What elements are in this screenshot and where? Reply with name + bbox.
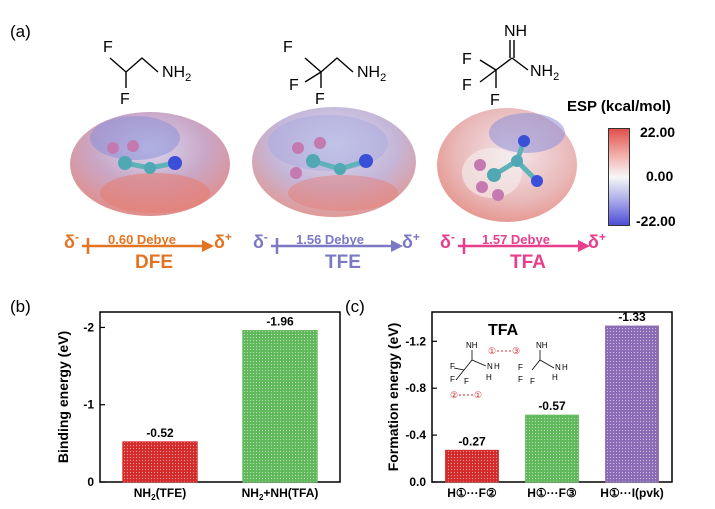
tfe-delta-minus: δ- <box>253 230 268 252</box>
svg-text:NH2: NH2 <box>530 63 559 83</box>
tfe-label: TFE <box>325 252 361 273</box>
b-ylabel: Binding energy (eV) <box>55 331 71 463</box>
svg-text:NH: NH <box>536 341 548 350</box>
c-ytick-label: -0.4 <box>405 428 426 442</box>
b-ytick-label: -1 <box>83 398 94 412</box>
c-value-label-2: -1.33 <box>618 310 646 324</box>
b-ytick-label: 0 <box>87 475 94 489</box>
tfe-amine-sub: 2 <box>380 72 386 84</box>
esp-tick-min: -22.00 <box>636 213 676 229</box>
tfe-f3: F <box>315 91 325 105</box>
tfe-f2: F <box>289 77 299 94</box>
b-category-label-1: NH2+NH(TFA) <box>242 486 319 502</box>
dfe-delta-plus: δ+ <box>214 230 232 252</box>
panel-b-label: (b) <box>10 297 31 316</box>
tfe-delta-plus: δ+ <box>402 230 420 252</box>
dfe-dipole-arrow <box>82 238 214 254</box>
tfe-amine: NH <box>357 64 380 81</box>
tfe-structure: F F F NH2 <box>283 39 386 105</box>
svg-text:F: F <box>530 377 535 386</box>
tfa-dipole-arrow <box>458 238 590 254</box>
tfe-esp-surface <box>252 107 416 217</box>
panel-c-label: (c) <box>345 297 365 316</box>
c-ytick-label: -0.8 <box>405 381 426 395</box>
c-bar-0 <box>445 449 499 483</box>
svg-text:①: ① <box>488 346 496 356</box>
tfa-f2: F <box>462 77 472 94</box>
tfa-dipole-value: 1.57 Debye <box>482 232 550 247</box>
svg-text:F: F <box>464 377 469 386</box>
svg-text:②: ② <box>450 390 458 400</box>
svg-text:N: N <box>487 362 493 371</box>
c-category-label-0: H①···F② <box>447 486 497 500</box>
tfa-amine: NH <box>530 63 553 80</box>
c-bar-2 <box>605 325 659 483</box>
tfa-label: TFA <box>510 252 546 273</box>
svg-text:H: H <box>552 373 558 382</box>
svg-text:F: F <box>518 375 523 384</box>
svg-text:F: F <box>450 375 455 384</box>
b-frame <box>99 311 341 483</box>
dfe-f1: F <box>103 39 113 56</box>
tfa-f1: F <box>462 51 472 68</box>
tfa-imine: NH <box>504 23 527 40</box>
binding-energy-chart: 0 -1 -2 Binding energy (eV) -0.52 NH2(TFE) -1.… <box>55 311 341 502</box>
tfe-dipole-arrow <box>271 238 403 254</box>
esp-tick-mid: 0.00 <box>646 168 674 184</box>
c-bar-1 <box>525 414 579 483</box>
b-ytick-label: -2 <box>83 320 94 334</box>
svg-text:NH: NH <box>466 341 478 350</box>
dfe-delta-minus: δ- <box>64 230 79 252</box>
dfe-amine: NH <box>162 64 185 81</box>
svg-text:H: H <box>562 363 568 372</box>
svg-text:F: F <box>450 362 455 371</box>
svg-text:H: H <box>486 373 492 382</box>
c-ylabel: Formation energy (eV) <box>385 323 401 472</box>
esp-colorbar <box>608 128 630 226</box>
svg-text:H: H <box>494 362 500 371</box>
b-value-label-0: -0.52 <box>146 426 174 440</box>
dfe-f2: F <box>120 91 130 105</box>
svg-text:NH2: NH2 <box>162 64 191 84</box>
svg-text:N: N <box>555 363 561 372</box>
svg-text:F: F <box>518 363 523 372</box>
dfe-dipole-value: 0.60 Debye <box>108 232 176 247</box>
b-category-label-0: NH2(TFE) <box>134 486 186 502</box>
tfa-delta-minus: δ- <box>440 230 455 252</box>
c-category-label-1: H①···F③ <box>527 486 577 500</box>
c-ytick-label: -1.2 <box>405 334 426 348</box>
tfa-dimer-inset: NH N F F F H H ① ③ ② ① NH N H F F F H <box>450 341 568 400</box>
c-category-label-2: H①···I(pvk) <box>600 486 663 500</box>
c-value-label-1: -0.57 <box>538 399 566 413</box>
tfa-amine-sub: 2 <box>553 71 559 83</box>
dfe-amine-sub: 2 <box>185 72 191 84</box>
esp-title: ESP (kcal/mol) <box>567 98 671 115</box>
b-bar-0 <box>122 441 198 483</box>
tfa-esp-surface <box>437 108 577 222</box>
tfe-dipole-value: 1.56 Debye <box>296 232 364 247</box>
svg-text:①: ① <box>474 390 482 400</box>
c-ytick-label: 0.0 <box>409 475 426 489</box>
tfe-f1: F <box>283 39 293 56</box>
svg-text:NH2: NH2 <box>357 64 386 84</box>
b-bar-1 <box>242 330 318 483</box>
dfe-label: DFE <box>135 252 173 273</box>
b-value-label-1: -1.96 <box>266 315 294 329</box>
c-value-label-0: -0.27 <box>458 434 486 448</box>
tfa-structure: NH NH2 F F F <box>462 23 559 107</box>
esp-tick-max: 22.00 <box>640 124 676 140</box>
inset-title: TFA <box>488 322 519 339</box>
svg-text:③: ③ <box>512 346 520 356</box>
panel-a-label: (a) <box>10 22 31 41</box>
tfa-f3: F <box>490 92 500 107</box>
dfe-esp-surface <box>70 112 230 216</box>
dfe-structure: F F NH2 <box>103 39 191 105</box>
tfa-delta-plus: δ+ <box>588 230 606 252</box>
formation-energy-chart: 0.0 -0.4 -0.8 -1.2 Formation energy (eV) -0.2… <box>385 310 673 500</box>
